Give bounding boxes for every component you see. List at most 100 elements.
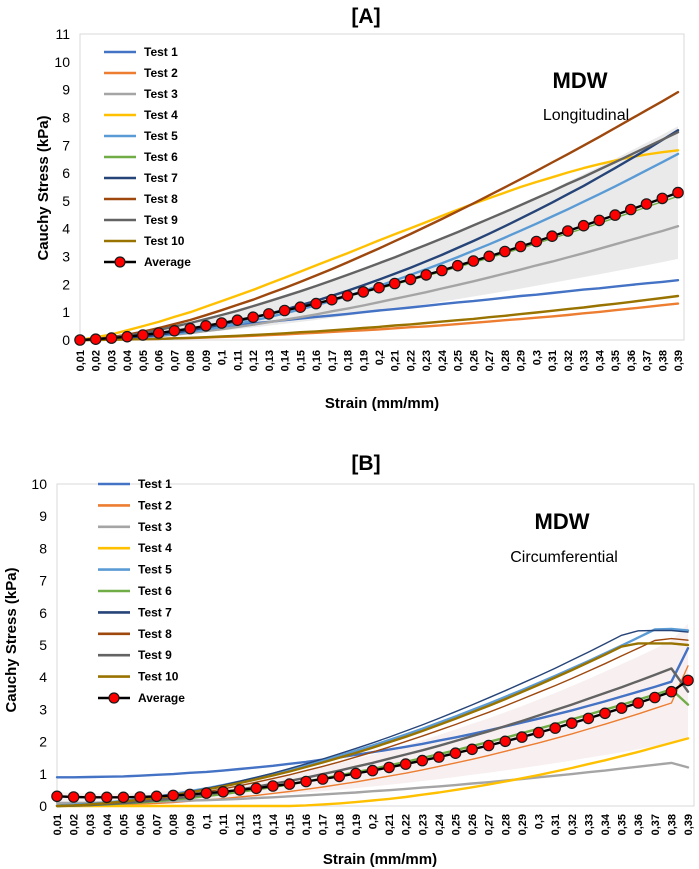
average-point	[250, 782, 263, 795]
average-point	[233, 784, 246, 796]
y-tick-label: 10	[54, 54, 70, 70]
average-point	[433, 751, 445, 763]
x-tick-label: 0,27	[484, 350, 496, 371]
x-tick-label: 0,14	[280, 349, 292, 371]
x-tick-label: 0,22	[401, 814, 413, 835]
average-point	[383, 761, 395, 774]
x-tick-label: 0,08	[168, 814, 180, 835]
panel-a-y-ticks: 0 1 2 3 4 5 6 7 8 9 10 11	[54, 26, 70, 348]
y-tick-label: 0	[39, 798, 47, 814]
average-point	[599, 707, 611, 720]
average-point	[134, 791, 146, 803]
x-tick-label: 0,3	[534, 814, 546, 829]
average-point	[672, 186, 684, 199]
y-tick-label: 0	[62, 332, 70, 348]
average-point	[150, 790, 163, 803]
average-point	[51, 790, 63, 803]
y-tick-label: 4	[39, 669, 47, 685]
x-tick-label: 0,29	[517, 814, 529, 835]
average-point	[105, 332, 118, 344]
average-point	[200, 787, 213, 799]
average-point	[294, 301, 307, 313]
legend-label-test-10: Test 10	[144, 234, 185, 248]
average-point	[121, 330, 133, 343]
average-point	[565, 717, 578, 729]
x-tick-label: 0,15	[285, 814, 297, 835]
x-tick-label: 0,02	[91, 350, 103, 371]
x-tick-label: 0,38	[657, 350, 669, 371]
x-tick-label: 0,33	[579, 350, 591, 371]
average-point	[366, 764, 379, 777]
x-tick-label: 0,32	[563, 350, 575, 371]
y-tick-label: 5	[39, 637, 47, 653]
x-tick-label: 0,35	[617, 814, 629, 835]
average-point	[231, 314, 244, 326]
x-tick-label: 0,31	[550, 814, 562, 835]
average-point	[310, 297, 322, 310]
x-tick-label: 0,07	[152, 814, 164, 835]
variance-band-area	[80, 126, 678, 340]
y-tick-label: 1	[39, 766, 47, 782]
x-tick-label: 0,11	[218, 814, 230, 835]
x-tick-label: 0,06	[154, 350, 166, 371]
average-point	[640, 198, 653, 210]
x-tick-label: 0,25	[453, 350, 465, 371]
y-tick-label: 2	[39, 734, 47, 750]
legend-label-test-3: Test 3	[144, 87, 178, 101]
x-tick-label: 0,17	[318, 814, 330, 835]
x-tick-label: 0,18	[334, 814, 346, 835]
x-tick-label: 0,15	[295, 350, 307, 371]
legend-label-test-1: Test 1	[144, 45, 178, 59]
panel-a-title: [A]	[351, 5, 380, 28]
legend-label-test-5: Test 5	[138, 563, 172, 577]
average-point	[200, 319, 212, 332]
x-tick-label: 0,36	[633, 814, 645, 835]
x-tick-label: 0,23	[417, 814, 429, 835]
average-point	[665, 685, 678, 698]
series-line-test-4	[55, 737, 690, 808]
x-tick-label: 0,21	[390, 350, 402, 371]
average-point	[67, 791, 80, 803]
panel-b-plot-area	[56, 483, 695, 807]
panel-b-x-ticks: 0,01 0,02 0,03 0,04 0,05 0,06 0,07 0,08 0,09 0,1 0…	[52, 813, 695, 835]
y-tick-label: 3	[39, 701, 47, 717]
x-tick-label: 0,01	[52, 814, 64, 835]
series-line-test-10	[78, 294, 680, 342]
legend-label-test-4: Test 4	[138, 541, 172, 555]
y-tick-label: 11	[55, 26, 70, 42]
x-tick-label: 0,36	[626, 350, 638, 371]
x-tick-label: 0,31	[547, 350, 559, 371]
x-tick-label: 0,18	[343, 350, 355, 371]
average-point	[632, 697, 644, 709]
average-point	[467, 255, 480, 267]
x-tick-label: 0,02	[69, 814, 81, 835]
series-line-test-2	[56, 665, 689, 807]
average-point	[449, 747, 462, 759]
panel-a-plot-area	[79, 33, 685, 341]
average-point	[648, 691, 661, 704]
series-line-test-8	[78, 90, 680, 342]
average-point	[656, 192, 669, 205]
average-point	[609, 209, 621, 221]
average-point	[404, 273, 417, 286]
x-tick-label: 0,19	[358, 350, 370, 371]
x-tick-label: 0,13	[251, 814, 263, 835]
average-point	[514, 240, 527, 253]
average-point	[283, 778, 296, 790]
x-tick-label: 0,07	[169, 350, 181, 371]
x-tick-label: 0,22	[406, 350, 418, 371]
legend-label-average: Average	[138, 691, 185, 705]
panel-b-y-axis-title: Cauchy Stress (kPa)	[3, 567, 20, 712]
x-tick-label: 0,28	[500, 350, 512, 371]
y-tick-label: 10	[31, 476, 47, 492]
panel-b-y-ticks: 0 1 2 3 4 5 6 7 8 9 10	[31, 476, 47, 814]
panel-a-variance-band	[80, 126, 678, 340]
panel-a-y-axis-title: Cauchy Stress (kPa)	[35, 115, 52, 260]
y-tick-label: 7	[39, 573, 47, 589]
x-tick-label: 0,06	[135, 814, 147, 835]
x-tick-label: 0,33	[583, 814, 595, 835]
y-tick-label: 3	[62, 249, 70, 265]
legend-label-test-1: Test 1	[138, 477, 172, 491]
x-tick-label: 0,16	[311, 350, 323, 371]
x-tick-label: 0,39	[683, 814, 695, 835]
